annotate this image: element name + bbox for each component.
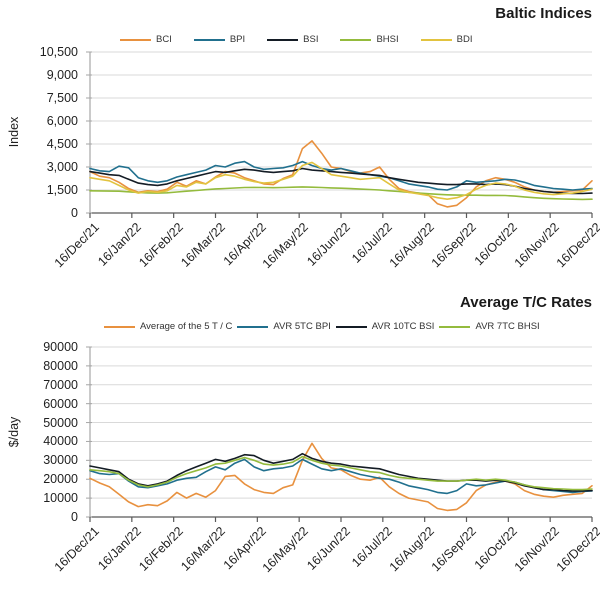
y-tick-label: 4,500	[46, 137, 78, 151]
legend-item-bhsi: BHSI	[340, 34, 399, 45]
series-line-average-of-the-5-t-c	[89, 442, 593, 512]
y-tick-label: 0	[71, 206, 78, 220]
y-tick-label: 0	[71, 510, 78, 524]
y-tick-label: 90000	[43, 340, 78, 354]
baltic-indices-title: Baltic Indices	[495, 5, 592, 22]
y-tick-label: 6,000	[46, 114, 78, 128]
y-tick-label: 80000	[43, 358, 78, 373]
legend-item-avr-5tc-bpi: AVR 5TC BPI	[237, 321, 331, 332]
y-tick-label: 9,000	[46, 68, 78, 82]
legend-item-bci: BCI	[120, 34, 172, 45]
average-tc-rates-title: Average T/C Rates	[460, 294, 592, 311]
legend-label-bsi: BSI	[303, 34, 319, 45]
series-line-bdi	[89, 161, 593, 200]
y-tick-label: 7,500	[46, 91, 78, 105]
legend-item-bpi: BPI	[193, 34, 246, 45]
legend-label-avr-5tc-bpi: AVR 5TC BPI	[273, 321, 331, 332]
legend-line-marker-bci	[120, 38, 151, 41]
legend-line-marker-avr-5tc-bpi	[237, 325, 269, 328]
y-tick-label: 20000	[43, 472, 78, 487]
legend-line-marker-bdi	[420, 38, 452, 41]
y-tick-label: 10,500	[39, 45, 78, 59]
y-tick-label: 70000	[43, 377, 78, 392]
y-tick-label: 40000	[43, 434, 78, 449]
legend-line-marker-average-of-the-5-t-c	[104, 325, 135, 328]
legend-average-tc-rates: Average of the 5 T / C AVR 5TC BPI AVR 10T…	[104, 321, 540, 332]
legend-baltic-indices: BCI BPI BSI BHSI BDI	[120, 34, 473, 45]
series-line-bhsi	[89, 186, 593, 201]
legend-line-marker-avr-10tc-bsi	[335, 325, 367, 328]
legend-item-avr-7tc-bhsi: AVR 7TC BHSI	[439, 321, 540, 332]
y-tick-label: 50000	[43, 415, 78, 430]
legend-line-marker-bpi	[193, 38, 225, 41]
legend-label-avr-10tc-bsi: AVR 10TC BSI	[371, 321, 435, 332]
legend-label-avr-7tc-bhsi: AVR 7TC BHSI	[475, 321, 540, 332]
legend-label-average-of-the-5-t-c: Average of the 5 T / C	[140, 321, 233, 332]
legend-line-marker-avr-7tc-bhsi	[439, 325, 471, 328]
series-line-avr-7tc-bhsi	[89, 455, 593, 491]
series-line-avr-10tc-bsi	[89, 452, 593, 492]
y-tick-label: 10000	[43, 491, 78, 506]
legend-line-marker-bsi	[267, 38, 299, 41]
legend-label-bdi: BDI	[456, 34, 473, 45]
legend-item-bdi: BDI	[420, 34, 473, 45]
legend-item-avr-10tc-bsi: AVR 10TC BSI	[335, 321, 435, 332]
y-tick-label: 3,000	[46, 160, 78, 174]
legend-label-bpi: BPI	[229, 34, 246, 45]
y-tick-label: 30000	[43, 453, 78, 468]
legend-label-bci: BCI	[156, 34, 172, 45]
legend-item-bsi: BSI	[267, 34, 318, 45]
legend-label-bhsi: BHSI	[376, 34, 399, 45]
y-tick-label: 60000	[43, 396, 78, 411]
series-line-bpi	[89, 160, 593, 191]
legend-item-average-of-the-5-t-c: Average of the 5 T / C	[104, 321, 232, 332]
y-tick-label: 1,500	[46, 183, 78, 197]
legend-line-marker-bhsi	[340, 38, 372, 41]
